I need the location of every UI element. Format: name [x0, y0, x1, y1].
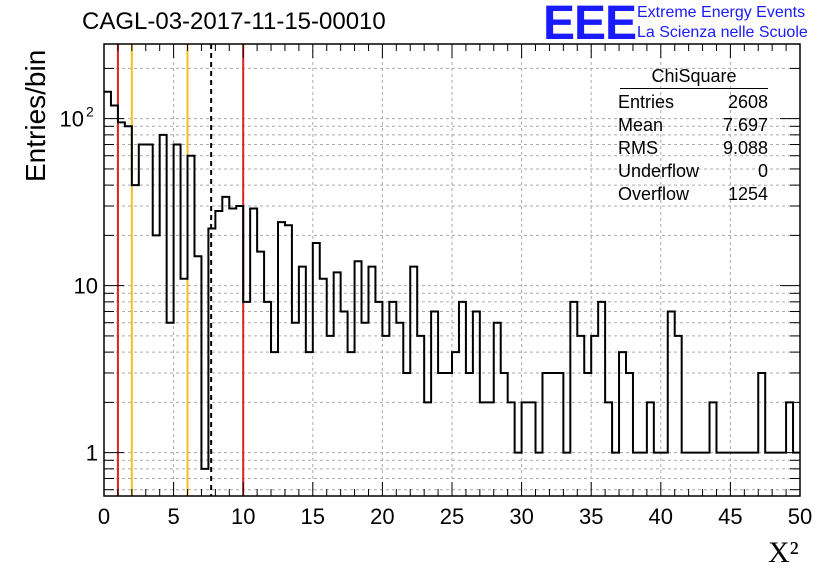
stats-value: 9.088 [722, 138, 768, 158]
stats-box: ChiSquare Entries 2608 Mean 7.697 RMS 9.… [612, 66, 776, 206]
y-axis-label: Entries/bin [20, 50, 52, 182]
x-tick-label: 5 [167, 504, 179, 529]
x-tick-label: 40 [649, 504, 673, 529]
x-tick-label: 20 [370, 504, 394, 529]
x-tick-label: 35 [579, 504, 603, 529]
stats-value: 0 [757, 161, 768, 181]
x-tick-label: 10 [231, 504, 255, 529]
stats-row-entries: Entries 2608 [612, 91, 776, 114]
y-tick-label: 10 [60, 107, 84, 132]
stats-label: Entries [618, 92, 675, 112]
x-tick-label: 0 [98, 504, 110, 529]
logo-line-1: Extreme Energy Events [637, 4, 806, 21]
stats-label: Overflow [618, 184, 690, 204]
y-tick-exponent: 2 [86, 104, 94, 120]
stats-row-underflow: Underflow 0 [612, 160, 776, 183]
chart-title: CAGL-03-2017-11-15-00010 [82, 8, 386, 35]
x-tick-label: 15 [301, 504, 325, 529]
stats-label: Mean [618, 115, 664, 135]
x-tick-label: 45 [718, 504, 742, 529]
stats-row-overflow: Overflow 1254 [612, 183, 776, 206]
x-tick-label: 50 [788, 504, 812, 529]
x-tick-label: 30 [509, 504, 533, 529]
stats-label: Underflow [618, 161, 700, 181]
x-tick-label: 25 [440, 504, 464, 529]
stats-value: 2608 [727, 92, 768, 112]
x-axis-label: X² [768, 536, 799, 569]
stats-title: ChiSquare [620, 66, 768, 89]
y-tick-label: 10 [74, 274, 98, 299]
eee-logo: EEE [543, 0, 637, 50]
stats-row-mean: Mean 7.697 [612, 114, 776, 137]
histogram-series [104, 90, 800, 470]
logo-line-2: La Scienza nelle Scuole [637, 24, 808, 41]
stats-label: RMS [618, 138, 658, 158]
axis-ticks [103, 44, 801, 496]
stats-value: 1254 [727, 184, 768, 204]
stats-value: 7.697 [722, 115, 768, 135]
y-axis-label-text: Entries/bin [20, 49, 51, 182]
stats-row-rms: RMS 9.088 [612, 137, 776, 160]
y-tick-label: 1 [86, 441, 98, 466]
